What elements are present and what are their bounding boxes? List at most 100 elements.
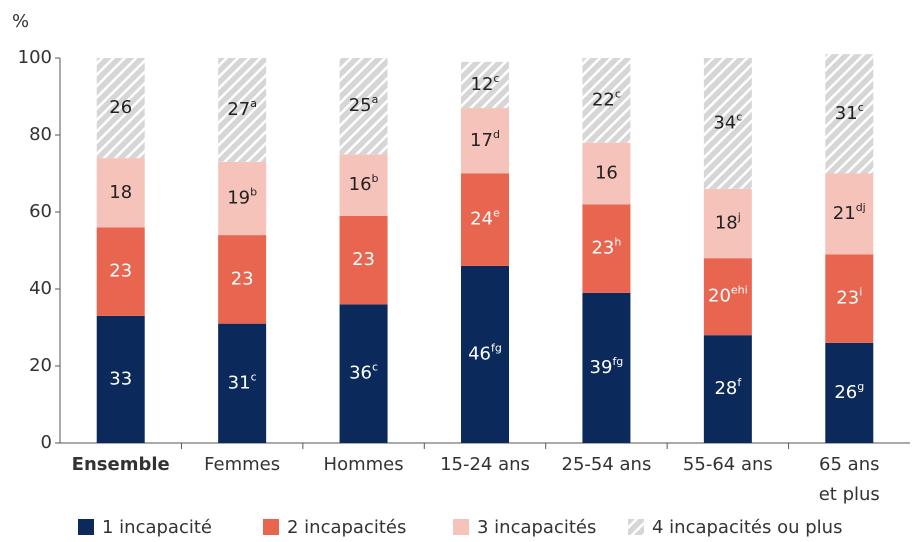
x-tick-label-line: Ensemble	[72, 454, 170, 475]
value-label-number: 36	[349, 363, 372, 384]
value-label-note: c	[493, 72, 499, 85]
bar-segment	[825, 173, 874, 255]
y-axis-label: %	[12, 11, 29, 32]
value-label-number: 31	[228, 372, 251, 393]
value-label-note: h	[614, 236, 621, 249]
bar-segment	[218, 235, 267, 324]
value-label: 20ehi	[708, 284, 748, 307]
value-label-number: 28	[714, 378, 737, 399]
x-tick-label: 15-24 ans	[440, 454, 530, 475]
bar-segment	[339, 58, 388, 155]
bar-segment	[218, 323, 267, 443]
value-label-note: i	[859, 286, 862, 299]
value-label-number: 23	[352, 249, 375, 270]
x-tick-label-line: Femmes	[204, 454, 280, 475]
bar-segment	[582, 204, 631, 293]
value-label: 46fg	[468, 341, 502, 364]
value-label-note: c	[251, 370, 257, 383]
value-label-number: 33	[109, 368, 132, 389]
bar-segment	[96, 315, 145, 443]
value-label-note: e	[493, 207, 500, 220]
value-label-number: 23	[591, 238, 614, 259]
legend-swatch	[453, 519, 469, 535]
bar-segment	[703, 258, 752, 336]
value-label-note: dj	[856, 201, 866, 214]
value-label-note: c	[736, 110, 742, 123]
value-label: 26g	[834, 380, 864, 403]
legend-swatch	[78, 519, 94, 535]
value-label-note: fg	[491, 341, 502, 354]
value-label-note: b	[250, 186, 257, 199]
value-label-number: 27	[227, 99, 250, 120]
value-label-number: 18	[715, 213, 738, 234]
value-label-number: 23	[836, 288, 859, 309]
y-tick-label: 0	[41, 432, 52, 453]
value-label: 34c	[713, 110, 742, 133]
value-label: 27a	[227, 97, 257, 120]
value-label-note: j	[737, 211, 741, 224]
value-label-note: d	[493, 128, 500, 141]
x-tick-label: 25-54 ans	[562, 454, 652, 475]
bar-segment	[825, 54, 874, 174]
x-tick-label: 65 ans et plus	[819, 454, 880, 505]
legend-swatch	[628, 519, 644, 535]
legend-label: 4 incapacités ou plus	[652, 517, 842, 538]
value-label-number: 20	[708, 286, 731, 307]
legend-label: 3 incapacités	[477, 517, 596, 538]
bar-segment	[703, 335, 752, 443]
bar-segment	[339, 215, 388, 305]
value-label-number: 26	[109, 97, 132, 118]
bar-segment	[825, 342, 874, 443]
value-label: 17d	[470, 128, 500, 151]
value-label-note: f	[737, 376, 742, 389]
x-tick-label-line: 55-64 ans	[683, 454, 773, 475]
value-label-number: 19	[227, 188, 250, 209]
x-tick-label-line: 65 ans	[819, 454, 879, 475]
bar-segment	[461, 173, 509, 266]
value-label-number: 12	[471, 74, 494, 95]
y-tick-label: 100	[18, 47, 52, 68]
value-label: 24e	[470, 207, 500, 230]
value-label: 18j	[715, 211, 741, 234]
bar-segment	[96, 158, 145, 228]
value-label: 31c	[228, 370, 257, 393]
value-label: 19b	[227, 186, 257, 209]
value-label: 23	[352, 249, 375, 270]
value-label: 28f	[714, 376, 742, 399]
value-label-note: a	[372, 93, 379, 106]
bar-segment	[582, 142, 631, 205]
bar-segment	[339, 304, 388, 443]
value-label-number: 26	[834, 382, 857, 403]
bar-segment	[218, 161, 267, 236]
y-tick-label: 20	[29, 355, 52, 376]
value-label-number: 16	[595, 163, 618, 184]
value-label: 39fg	[590, 355, 624, 378]
value-label: 23	[231, 268, 254, 289]
value-label: 26	[109, 97, 132, 118]
value-label-number: 31	[835, 103, 858, 124]
x-tick-label: Hommes	[324, 454, 404, 475]
legend-label: 1 incapacité	[102, 517, 212, 538]
value-label-number: 21	[833, 203, 856, 224]
legend-swatch	[263, 519, 279, 535]
value-label-note: c	[372, 361, 378, 374]
value-label: 23h	[591, 236, 621, 259]
value-label-number: 25	[349, 95, 372, 116]
value-label-number: 18	[109, 182, 132, 203]
y-tick-label: 80	[29, 124, 52, 145]
value-label-number: 22	[592, 89, 615, 110]
bar-segment	[703, 188, 752, 259]
legend-label: 2 incapacités	[287, 517, 406, 538]
value-label-number: 17	[470, 130, 493, 151]
value-label: 22c	[592, 87, 621, 110]
value-label-note: ehi	[731, 284, 748, 297]
bar-segment	[96, 227, 145, 316]
bar-segment	[825, 254, 874, 343]
x-tick-label: 55-64 ans	[683, 454, 773, 475]
x-tick-label: Ensemble	[72, 454, 170, 475]
bar-segment	[461, 61, 509, 109]
x-tick-label-line: 25-54 ans	[562, 454, 652, 475]
bar-segment	[339, 154, 388, 216]
value-label: 18	[109, 182, 132, 203]
